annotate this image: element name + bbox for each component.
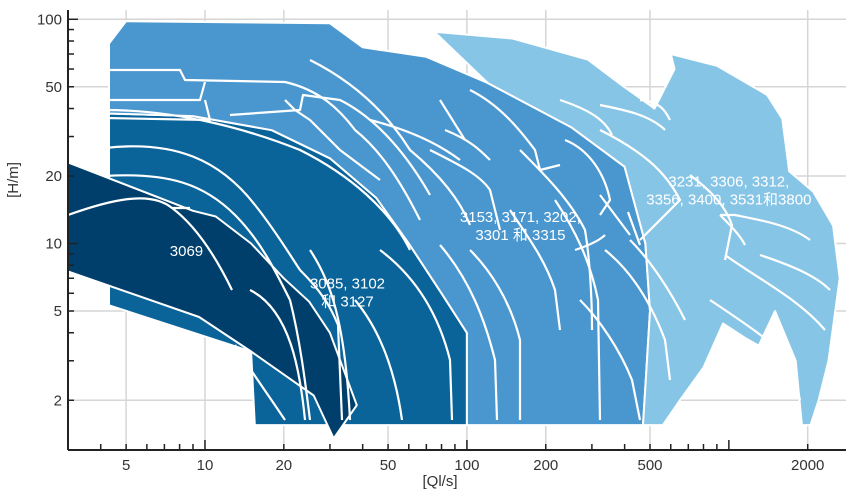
- curve-lines: [67, 59, 831, 421]
- x-tick-label: 100: [454, 457, 479, 474]
- pump-regions: [67, 20, 841, 440]
- x-tick-label: 50: [380, 457, 397, 474]
- y-tick-label: 50: [45, 79, 62, 96]
- y-tick-label: 5: [54, 303, 62, 320]
- region-label: 3231, 3306, 3312,: [668, 173, 789, 190]
- region-label: 3069: [170, 243, 203, 260]
- pump-region-1: [67, 161, 358, 440]
- region-label: 3301 和 3315: [475, 227, 565, 244]
- region-label: 3356, 3400, 3531和3800: [646, 191, 811, 208]
- y-tick-label: 100: [37, 11, 62, 28]
- pump-region-4: [433, 30, 841, 427]
- y-tick-label: 2: [54, 392, 62, 409]
- region-label: 3153, 3171, 3202,: [460, 209, 581, 226]
- tick-labels: 5 10 20 50 100 200 500 2000 2 5 10 20 50 100: [37, 11, 824, 474]
- x-axis-label: [Ql/s]: [422, 473, 457, 490]
- x-tick-label: 20: [275, 457, 292, 474]
- y-tick-label: 20: [45, 168, 62, 185]
- x-tick-label: 10: [197, 457, 214, 474]
- x-tick-label: 500: [637, 457, 662, 474]
- axes: [67, 10, 846, 451]
- x-tick-label: 5: [122, 457, 130, 474]
- y-axis-label: [H/m]: [5, 162, 22, 198]
- region-label: 3085, 3102: [310, 276, 385, 293]
- region-label: 和 3127: [321, 294, 374, 311]
- x-tick-label: 2000: [791, 457, 824, 474]
- y-tick-label: 10: [45, 236, 62, 253]
- x-tick-label: 200: [533, 457, 558, 474]
